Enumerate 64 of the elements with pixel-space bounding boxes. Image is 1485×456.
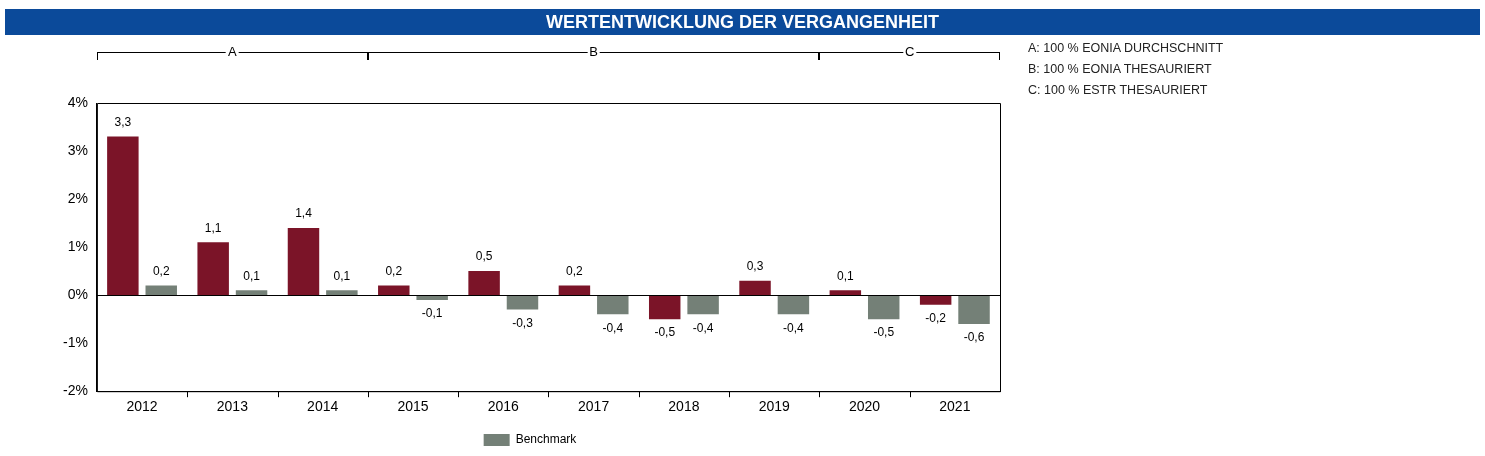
data-label: -0,2 [925,311,947,326]
bar [867,295,900,320]
y-tick-label: 3% [67,141,88,158]
bar [558,285,591,296]
y-tick-label: 4% [67,93,88,110]
bar [777,295,810,315]
text: C [902,44,917,59]
data-label: -0,6 [963,330,985,345]
y-tick-label: -1% [62,334,88,351]
bar [197,242,229,296]
data-label: -0,4 [692,320,714,335]
bar [739,280,771,296]
data-label: 0,3 [746,259,764,274]
data-label: 1,4 [295,206,313,221]
data-label: 0,1 [837,268,855,283]
data-label: -0,3 [512,315,534,330]
bar [687,295,719,315]
x-tick-label: 2012 [126,398,158,415]
bar [145,285,177,296]
bar [919,295,952,305]
text: B: 100 % EONIA THESAURIERT [1028,61,1213,78]
bar [648,295,681,320]
x-tick-label: 2018 [668,398,700,415]
data-label: -0,1 [421,306,443,321]
text: A: 100 % EONIA DURCHSCHNITT [1028,40,1224,57]
data-label: 1,1 [204,220,222,235]
data-label: -0,4 [783,320,805,335]
legend-label: Benchmark [515,432,578,447]
x-tick-label: 2015 [397,398,429,415]
y-tick-label: 2% [67,189,88,206]
chart-title: WERTENTWICKLUNG DER VERGANGENHEIT [5,9,1480,35]
data-label: 0,1 [333,268,351,283]
bar [597,295,629,315]
bar [958,295,990,324]
y-tick-label: 1% [67,237,88,254]
text: C: 100 % ESTR THESAURIERT [1028,82,1209,99]
x-tick-label: 2017 [578,398,610,415]
data-label: 0,2 [385,263,403,278]
data-label: 0,5 [475,249,493,264]
bar [468,271,500,296]
x-tick-label: 2016 [487,398,520,415]
x-tick-label: 2019 [758,398,790,415]
y-tick-label: -2% [62,382,88,399]
bar [326,290,358,296]
data-label: -0,5 [873,325,895,340]
y-tick-label: 0% [67,285,88,302]
data-label: -0,5 [654,325,676,340]
x-tick-label: 2021 [939,398,971,415]
x-tick-label: 2013 [216,398,249,415]
data-label: 3,3 [114,114,132,129]
bar [107,136,139,296]
bar [378,285,410,296]
bar [287,227,320,296]
bar [235,290,268,296]
data-label: 0,1 [243,268,261,283]
x-tick-label: 2020 [848,398,881,415]
data-label: 0,2 [152,263,170,278]
text: A [226,44,239,59]
x-tick-label: 2014 [307,398,339,415]
text: B [587,44,600,59]
data-label: 0,2 [566,263,584,278]
bar [506,295,539,310]
bar [829,290,862,296]
data-label: -0,4 [602,320,624,335]
